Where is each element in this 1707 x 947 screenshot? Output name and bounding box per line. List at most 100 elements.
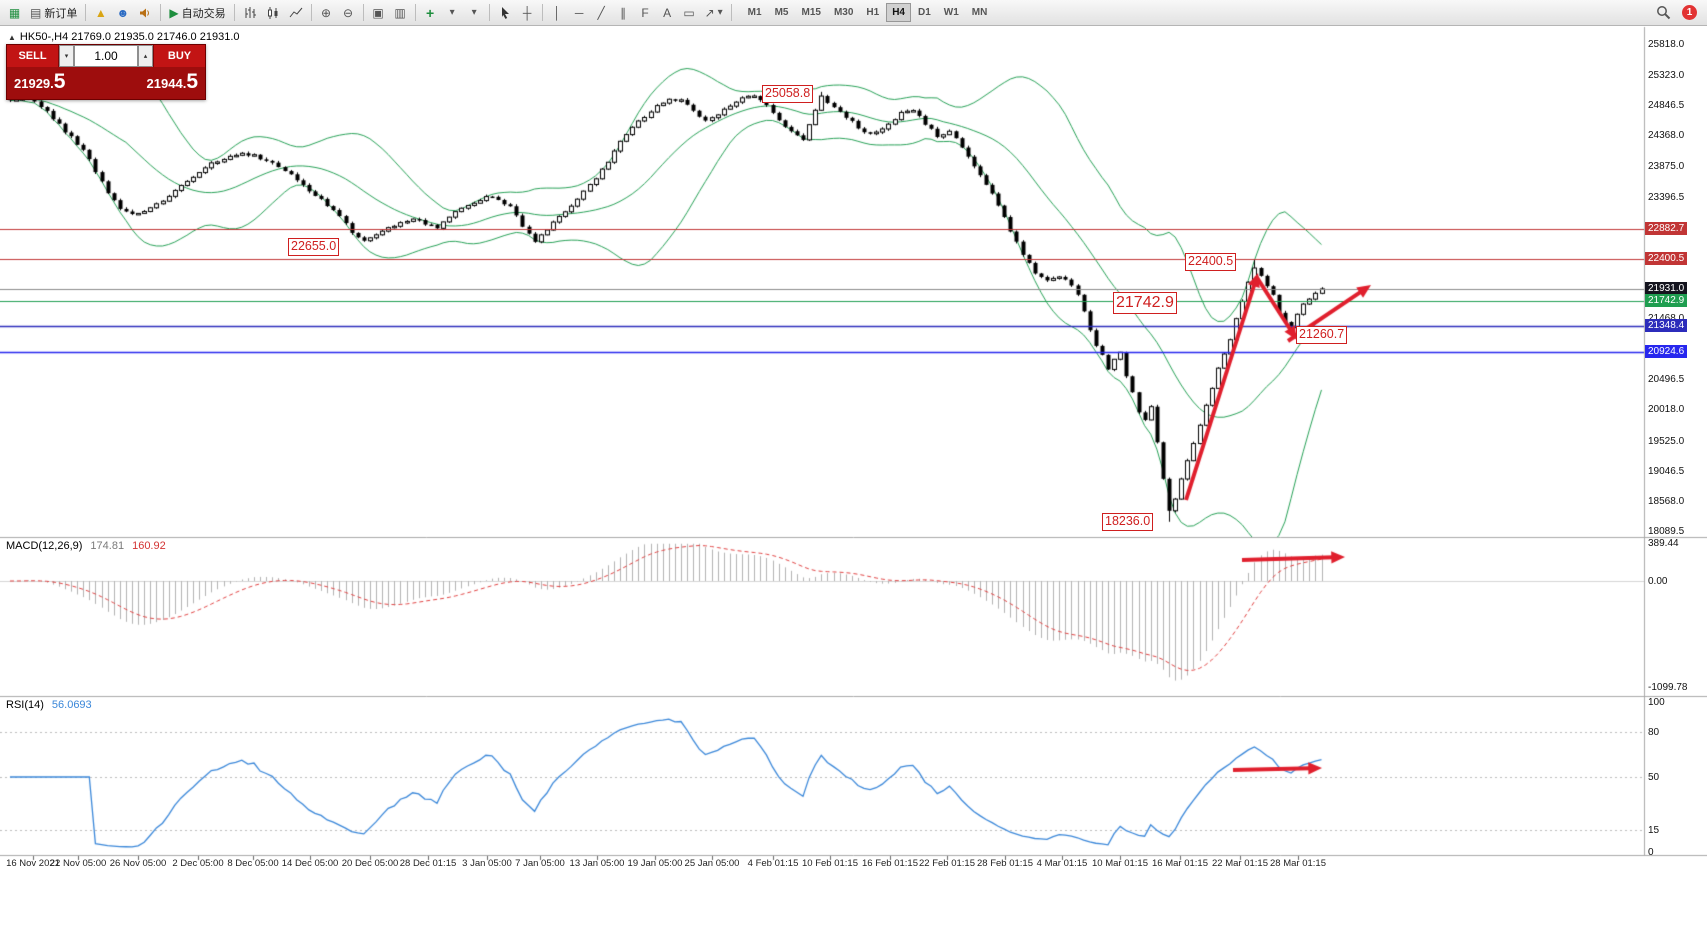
auto-trading-button[interactable]: ▶ 自动交易 bbox=[165, 2, 229, 23]
buy-price[interactable]: 21944.5 bbox=[146, 70, 198, 93]
timeframe-toolbar: M1 M5 M15 M30 H1 H4 D1 W1 MN bbox=[742, 3, 994, 22]
macd-label: MACD(12,26,9) 174.81 160.92 bbox=[6, 540, 166, 552]
time-axis-label: 28 Dec 01:15 bbox=[399, 858, 457, 869]
main-chart-pane[interactable] bbox=[0, 27, 1644, 537]
zoom-out-button[interactable]: ⊖ bbox=[338, 2, 359, 23]
timeframe-w1[interactable]: W1 bbox=[938, 3, 965, 22]
time-axis-label: 14 Dec 05:00 bbox=[281, 858, 339, 869]
time-axis-label: 10 Mar 01:15 bbox=[1092, 858, 1148, 869]
timeframe-d1[interactable]: D1 bbox=[912, 3, 937, 22]
timeframe-mn[interactable]: MN bbox=[966, 3, 994, 22]
new-order-button[interactable]: ▤ 新订单 bbox=[26, 2, 81, 23]
price-annotation: 25058.8 bbox=[762, 85, 814, 103]
macd-pane[interactable] bbox=[0, 538, 1644, 695]
channel-tool[interactable]: ∥ bbox=[613, 2, 634, 23]
line-chart-button[interactable] bbox=[285, 2, 307, 23]
tile-windows-icon: ▣ bbox=[372, 5, 384, 20]
cascade-windows-button[interactable]: ▥ bbox=[390, 2, 411, 23]
search-icon bbox=[1657, 6, 1671, 20]
time-axis-label: 22 Nov 05:00 bbox=[49, 858, 107, 869]
main-toolbar: ▦ ▤ 新订单 ▲ ☻ ▶ 自动交易 ⊕ ⊖ ▣ ▥ + ▾ ▾ ┼ │ ─ ╱… bbox=[0, 0, 1707, 26]
price-tick-label: 25818.0 bbox=[1648, 39, 1685, 50]
chart-window-icon[interactable]: ▦ bbox=[4, 2, 25, 23]
macd-scale-label: -1099.78 bbox=[1648, 682, 1688, 693]
zoom-in-button[interactable]: ⊕ bbox=[316, 2, 337, 23]
periods-dropdown-button[interactable]: ▾ bbox=[442, 2, 463, 23]
search-button[interactable] bbox=[1652, 2, 1675, 23]
rsi-scale-label: 80 bbox=[1648, 727, 1660, 738]
fibonacci-icon: F bbox=[641, 5, 649, 20]
time-axis-label: 3 Jan 05:00 bbox=[462, 858, 512, 869]
price-tick-label: 25323.0 bbox=[1648, 70, 1685, 82]
crosshair-button[interactable]: ┼ bbox=[517, 2, 538, 23]
timeframe-m5[interactable]: M5 bbox=[769, 3, 795, 22]
one-click-trading-panel: SELL ▾ ▴ BUY 21929.5 21944.5 bbox=[6, 44, 206, 100]
templates-dropdown-button[interactable]: ▾ bbox=[464, 2, 485, 23]
notification-badge[interactable]: 1 bbox=[1682, 5, 1697, 20]
rsi-scale-label: 15 bbox=[1648, 824, 1660, 836]
price-annotation: 22400.5 bbox=[1185, 253, 1237, 271]
price-level-badge: 22882.7 bbox=[1645, 221, 1688, 235]
dropdown-icon: ▾ bbox=[449, 6, 455, 18]
alerts-speaker-icon[interactable] bbox=[134, 2, 156, 23]
toolbar-separator bbox=[414, 4, 416, 21]
horizontal-line-tool[interactable]: ─ bbox=[569, 2, 590, 23]
dropdown-icon: ▾ bbox=[717, 6, 723, 18]
volume-increase-button[interactable]: ▴ bbox=[138, 45, 153, 67]
sell-price[interactable]: 21929.5 bbox=[14, 70, 66, 93]
buy-button[interactable]: BUY bbox=[153, 45, 205, 67]
bar-chart-button[interactable] bbox=[239, 2, 261, 23]
candlestick-chart-button[interactable] bbox=[262, 2, 284, 23]
arrow-tool-icon: ↗ bbox=[704, 5, 715, 20]
label-tool[interactable]: ▭ bbox=[679, 2, 700, 23]
time-axis-label: 8 Dec 05:00 bbox=[227, 858, 279, 869]
cursor-button[interactable] bbox=[494, 2, 516, 23]
toolbar-separator bbox=[160, 4, 162, 21]
fibonacci-tool[interactable]: F bbox=[635, 2, 656, 23]
volume-input[interactable] bbox=[74, 45, 138, 67]
price-tick-label: 18568.0 bbox=[1648, 495, 1685, 507]
vertical-line-tool[interactable]: │ bbox=[547, 2, 568, 23]
macd-scale-label: 389.44 bbox=[1648, 538, 1679, 549]
timeframe-m30[interactable]: M30 bbox=[828, 3, 859, 22]
price-level-badge: 21348.4 bbox=[1645, 318, 1688, 332]
rsi-name: RSI(14) bbox=[6, 699, 44, 711]
sell-button[interactable]: SELL bbox=[7, 45, 59, 67]
play-icon: ▶ bbox=[169, 5, 179, 20]
time-axis-label: 10 Feb 01:15 bbox=[802, 858, 858, 869]
arrows-tool[interactable]: ↗ ▾ bbox=[701, 2, 727, 23]
time-axis-label: 19 Jan 05:00 bbox=[627, 858, 683, 869]
time-axis-label: 16 Nov 2021 bbox=[6, 858, 60, 869]
timeframe-h1[interactable]: H1 bbox=[860, 3, 885, 22]
trade-panel-prices: 21929.5 21944.5 bbox=[7, 67, 205, 99]
trendline-tool[interactable]: ╱ bbox=[591, 2, 612, 23]
price-level-badge: 21742.9 bbox=[1645, 293, 1688, 307]
collapse-panel-icon[interactable]: ▲ bbox=[8, 32, 16, 42]
tile-windows-button[interactable]: ▣ bbox=[368, 2, 389, 23]
profile-icon[interactable]: ☻ bbox=[112, 2, 133, 23]
rsi-pane[interactable] bbox=[0, 697, 1644, 854]
time-axis-label: 4 Mar 01:15 bbox=[1036, 858, 1088, 869]
line-chart-icon bbox=[289, 7, 302, 17]
volume-decrease-button[interactable]: ▾ bbox=[59, 45, 74, 67]
price-tick-label: 24368.0 bbox=[1648, 130, 1685, 142]
text-tool[interactable]: A bbox=[657, 2, 678, 23]
price-tick-label: 20018.0 bbox=[1648, 404, 1685, 416]
timeframe-h4[interactable]: H4 bbox=[886, 3, 911, 22]
macd-scale-label: 0.00 bbox=[1648, 576, 1668, 587]
trade-panel-controls: SELL ▾ ▴ BUY bbox=[7, 45, 205, 67]
timeframe-m15[interactable]: M15 bbox=[795, 3, 826, 22]
toolbar-right-group: 1 bbox=[1652, 2, 1703, 23]
indicators-button[interactable]: + bbox=[420, 2, 441, 23]
candlestick-chart-icon bbox=[267, 6, 278, 19]
spin-down-icon: ▾ bbox=[64, 53, 69, 60]
rsi-value: 56.0693 bbox=[51, 699, 92, 711]
price-tick-label: 23396.5 bbox=[1648, 191, 1685, 203]
price-tick-label: 23875.0 bbox=[1648, 161, 1685, 173]
toolbar-separator bbox=[310, 4, 312, 21]
price-annotation: 21742.9 bbox=[1113, 292, 1177, 314]
time-axis-label: 13 Jan 05:00 bbox=[569, 858, 625, 869]
expert-advisors-icon[interactable]: ▲ bbox=[90, 2, 111, 23]
timeframe-m1[interactable]: M1 bbox=[742, 3, 768, 22]
